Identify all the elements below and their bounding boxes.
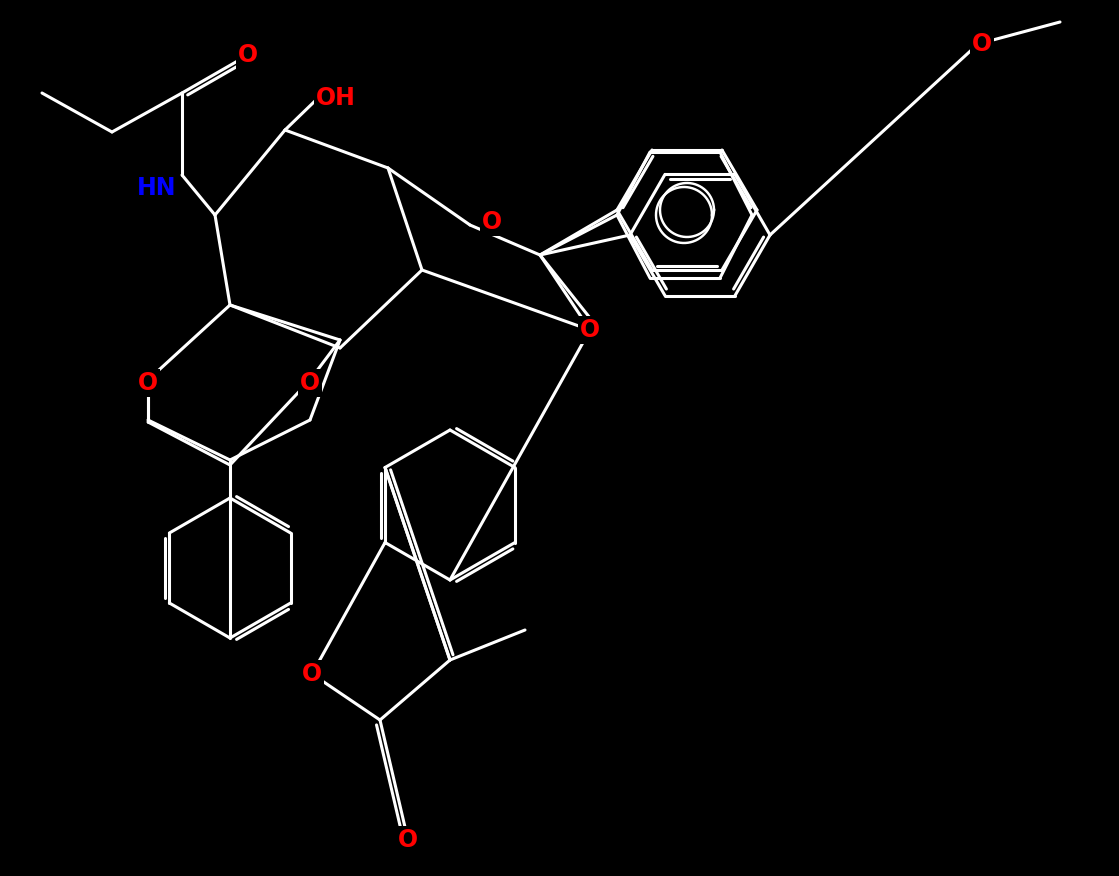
Text: O: O bbox=[138, 371, 158, 395]
Text: O: O bbox=[482, 210, 502, 234]
Text: O: O bbox=[302, 662, 322, 686]
Text: O: O bbox=[580, 318, 600, 342]
Text: OH: OH bbox=[316, 86, 356, 110]
Text: O: O bbox=[398, 828, 419, 852]
Text: O: O bbox=[972, 32, 993, 56]
Text: O: O bbox=[238, 43, 258, 67]
Text: O: O bbox=[300, 371, 320, 395]
Text: HN: HN bbox=[138, 176, 177, 200]
